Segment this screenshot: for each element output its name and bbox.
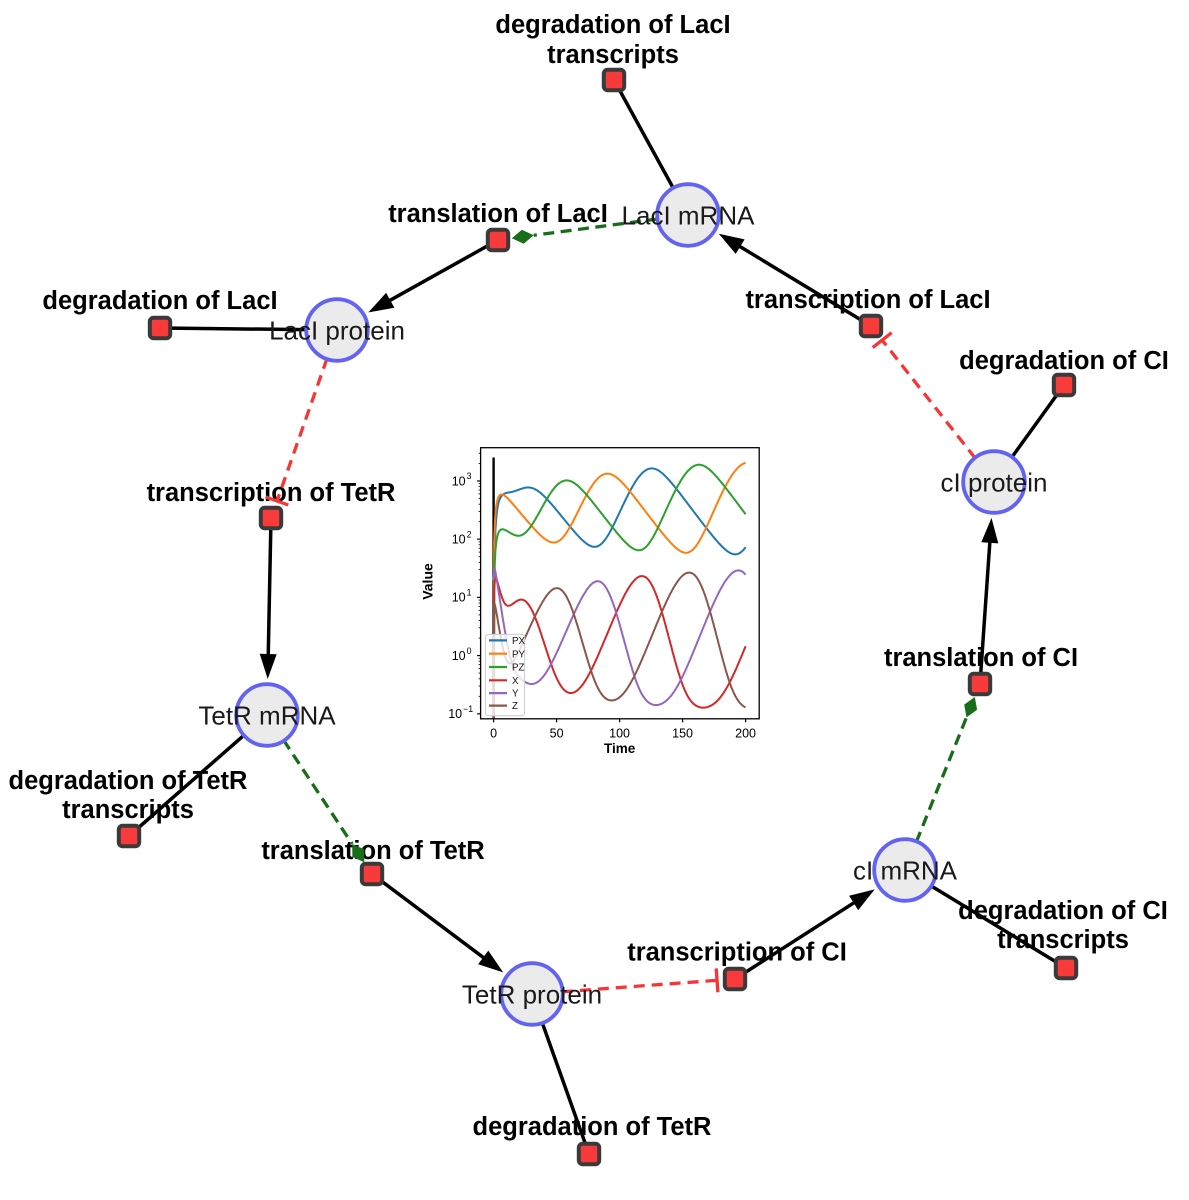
svg-text:200: 200 [735,727,756,741]
svg-text:PX: PX [512,636,525,647]
svg-text:10: 10 [452,591,466,605]
svg-text:Time: Time [604,741,636,756]
svg-text:3: 3 [467,471,472,481]
svg-text:PY: PY [512,649,525,660]
svg-text:1: 1 [467,588,472,598]
svg-text:150: 150 [672,727,693,741]
svg-text:10: 10 [448,707,462,721]
svg-text:degradation of CI: degradation of CI [958,897,1168,925]
svg-text:degradation of LacI: degradation of LacI [42,287,277,315]
svg-text:−1: −1 [463,704,473,714]
svg-text:PZ: PZ [512,663,524,674]
svg-text:degradation of TetR: degradation of TetR [9,767,248,795]
svg-text:degradation of TetR: degradation of TetR [473,1113,712,1141]
svg-text:Value: Value [420,563,436,600]
svg-text:10: 10 [452,474,466,488]
svg-text:LacI protein: LacI protein [269,316,405,346]
svg-text:2: 2 [467,529,472,539]
svg-text:transcripts: transcripts [62,796,194,824]
svg-text:transcription of LacI: transcription of LacI [745,286,990,314]
svg-text:10: 10 [452,533,466,547]
svg-text:Z: Z [512,701,518,712]
svg-text:translation of LacI: translation of LacI [388,200,608,228]
svg-text:transcription of TetR: transcription of TetR [147,479,396,507]
svg-text:cI mRNA: cI mRNA [853,856,958,886]
svg-text:50: 50 [550,727,564,741]
svg-text:100: 100 [609,727,630,741]
svg-text:LacI mRNA: LacI mRNA [622,201,756,231]
svg-text:TetR mRNA: TetR mRNA [198,701,336,731]
svg-text:Y: Y [512,689,519,700]
svg-text:TetR protein: TetR protein [462,980,602,1010]
svg-text:0: 0 [467,646,472,656]
svg-text:transcription of CI: transcription of CI [627,939,847,967]
svg-text:X: X [512,676,519,687]
svg-text:translation of TetR: translation of TetR [261,837,484,865]
svg-text:0: 0 [490,727,497,741]
svg-text:10: 10 [452,649,466,663]
svg-text:degradation of LacI: degradation of LacI [495,11,730,39]
svg-text:cI protein: cI protein [941,468,1048,498]
svg-text:transcripts: transcripts [547,41,679,69]
svg-text:degradation of CI: degradation of CI [959,347,1169,375]
